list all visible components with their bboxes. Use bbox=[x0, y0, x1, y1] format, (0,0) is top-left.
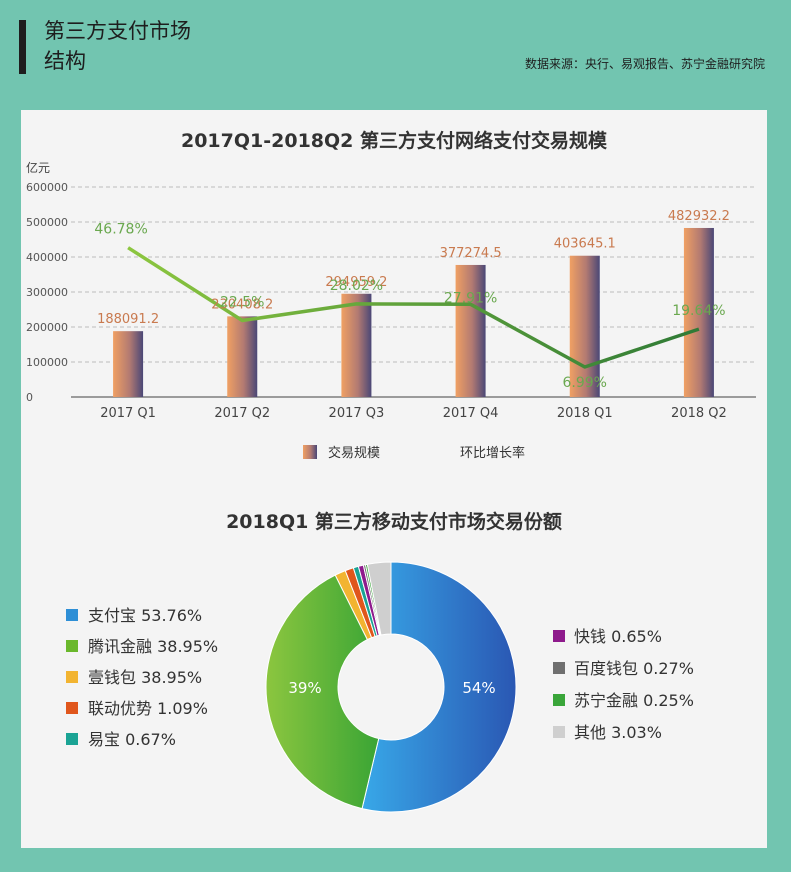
bar-line-chart: 2017Q1-2018Q2 第三方支付网络支付交易规模 亿元 0 100000 20… bbox=[26, 129, 756, 461]
growth-value-label: 22.5% bbox=[220, 295, 264, 311]
bar bbox=[341, 293, 372, 397]
bar-value-label: 482932.2 bbox=[668, 209, 730, 224]
slice-label-tencent: 39% bbox=[288, 679, 321, 697]
legend-swatch bbox=[66, 671, 78, 683]
x-tick-label: 2017 Q2 bbox=[214, 406, 270, 421]
y-tick-label: 400000 bbox=[26, 251, 68, 264]
legend-label: 腾讯金融 38.95% bbox=[88, 637, 218, 656]
bar-value-label: 230408.2 bbox=[211, 297, 273, 312]
growth-value-label: 27.91% bbox=[444, 290, 497, 306]
x-tick-label: 2017 Q4 bbox=[443, 406, 499, 421]
chart-panel: 2017Q1-2018Q2 第三方支付网络支付交易规模 亿元 0 100000 20… bbox=[21, 110, 767, 848]
legend-swatch bbox=[66, 609, 78, 621]
legend-swatch bbox=[553, 630, 565, 642]
y-tick-label: 500000 bbox=[26, 216, 68, 229]
page-title-line2: 结构 bbox=[44, 49, 86, 73]
x-tick-label: 2018 Q1 bbox=[557, 406, 613, 421]
bar bbox=[113, 331, 144, 397]
legend-label: 壹钱包 38.95% bbox=[88, 668, 202, 687]
donut-slice-9 bbox=[366, 561, 392, 636]
y-tick-label: 0 bbox=[26, 391, 33, 404]
growth-value-label: 28.02% bbox=[330, 278, 383, 294]
legend-label-line: 环比增长率 bbox=[460, 445, 525, 461]
legend-swatch bbox=[66, 640, 78, 652]
chart2-title: 2018Q1 第三方移动支付市场交易份额 bbox=[226, 510, 562, 533]
header-accent-bar bbox=[19, 20, 26, 74]
chart1-ylabel: 亿元 bbox=[26, 160, 50, 175]
page-title: 第三方支付市场 结构 bbox=[44, 16, 191, 76]
source-note: 数据来源：央行、易观报告、苏宁金融研究院 bbox=[524, 57, 765, 71]
y-tick-label: 200000 bbox=[26, 321, 68, 334]
bar bbox=[455, 264, 486, 397]
donut-slice-2 bbox=[265, 574, 380, 810]
x-tick-label: 2017 Q3 bbox=[329, 406, 385, 421]
legend-label: 百度钱包 0.27% bbox=[574, 659, 694, 678]
legend-label: 快钱 0.65% bbox=[574, 627, 662, 646]
y-tick-label: 600000 bbox=[26, 181, 68, 194]
slice-label-alipay: 54% bbox=[462, 679, 495, 697]
bar bbox=[683, 227, 714, 397]
bar-value-label: 188091.2 bbox=[97, 312, 159, 327]
legend-label: 联动优势 1.09% bbox=[88, 699, 208, 718]
donut-slice-1 bbox=[361, 561, 517, 813]
legend-label-bar: 交易规模 bbox=[328, 445, 380, 461]
bar-value-label: 403645.1 bbox=[554, 237, 616, 252]
legend-swatch-bar bbox=[303, 445, 317, 459]
bar bbox=[227, 316, 258, 397]
y-tick-label: 300000 bbox=[26, 286, 68, 299]
legend-swatch bbox=[66, 733, 78, 745]
bar-value-label: 294959.2 bbox=[325, 275, 387, 290]
legend-label: 支付宝 53.76% bbox=[88, 606, 202, 625]
growth-value-label: 6.99% bbox=[563, 375, 607, 391]
growth-value-label: 19.64% bbox=[672, 303, 725, 319]
legend-label: 苏宁金融 0.25% bbox=[574, 691, 694, 710]
x-tick-label: 2018 Q2 bbox=[671, 406, 727, 421]
x-tick-label: 2017 Q1 bbox=[100, 406, 156, 421]
growth-line bbox=[127, 246, 700, 369]
legend-label: 易宝 0.67% bbox=[88, 730, 176, 749]
bar bbox=[569, 255, 600, 397]
chart1-title: 2017Q1-2018Q2 第三方支付网络支付交易规模 bbox=[181, 129, 608, 152]
bar-value-label: 377274.5 bbox=[440, 246, 502, 261]
legend-swatch bbox=[553, 726, 565, 738]
charts-svg: 2017Q1-2018Q2 第三方支付网络支付交易规模 亿元 0 100000 20… bbox=[26, 129, 756, 813]
legend-swatch bbox=[66, 702, 78, 714]
legend-swatch bbox=[553, 662, 565, 674]
page-title-line1: 第三方支付市场 bbox=[44, 19, 191, 43]
donut-chart: 2018Q1 第三方移动支付市场交易份额 54% 39% 支付宝 53.76% 腾讯… bbox=[66, 510, 694, 813]
legend-swatch bbox=[553, 694, 565, 706]
legend-label: 其他 3.03% bbox=[574, 723, 662, 742]
growth-value-label: 46.78% bbox=[94, 222, 147, 238]
y-tick-label: 100000 bbox=[26, 356, 68, 369]
